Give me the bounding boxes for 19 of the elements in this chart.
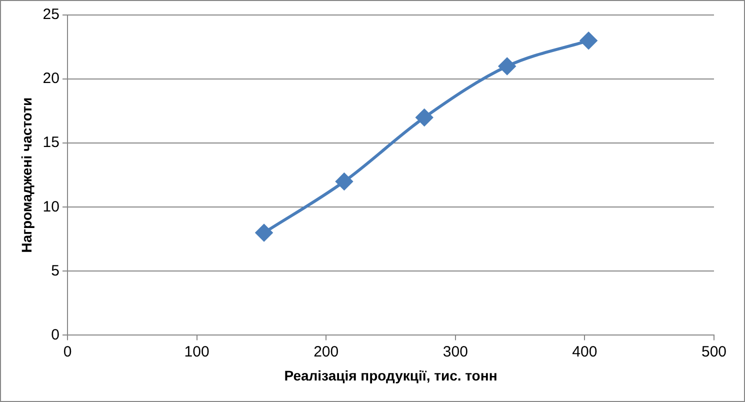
x-axis-title: Реалізація продукції, тис. тонн (284, 367, 498, 384)
x-tick-label: 0 (63, 343, 72, 360)
y-tick-label: 15 (42, 134, 60, 152)
point (336, 173, 353, 190)
x-tick-label: 400 (572, 343, 598, 360)
point (580, 32, 598, 50)
x-tick-label: 300 (442, 343, 468, 360)
point (498, 58, 516, 75)
y-tick-label: 10 (42, 198, 60, 216)
point (256, 224, 273, 242)
y-axis-title: Нагромаджені частоти (18, 97, 34, 253)
y-tick-label: 0 (51, 326, 60, 344)
x-tick-label: 500 (701, 343, 727, 360)
y-tick-label: 5 (51, 262, 60, 280)
x-tick-label: 200 (314, 343, 339, 360)
y-tick-label: 25 (42, 6, 60, 24)
x-tick-label: 100 (184, 343, 210, 360)
y-tick-label: 20 (42, 70, 60, 88)
point (416, 108, 433, 126)
